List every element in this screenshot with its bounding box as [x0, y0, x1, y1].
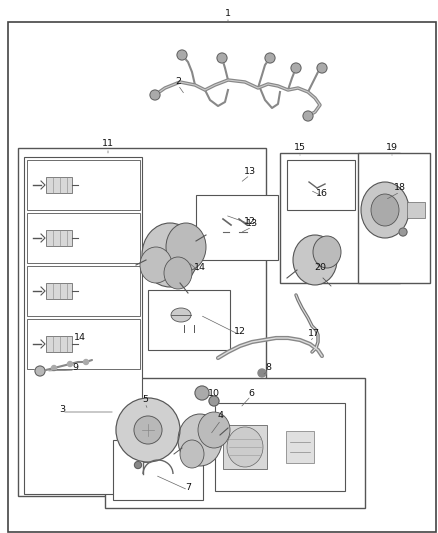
Ellipse shape [171, 308, 191, 322]
Circle shape [317, 63, 327, 73]
Circle shape [195, 386, 209, 400]
Circle shape [116, 398, 180, 462]
Text: 9: 9 [72, 362, 78, 372]
Text: 2: 2 [175, 77, 181, 86]
Text: 3: 3 [59, 406, 65, 415]
Circle shape [150, 90, 160, 100]
Bar [46, 230, 72, 246]
Text: 14: 14 [194, 263, 206, 272]
Circle shape [177, 50, 187, 60]
Text: 8: 8 [265, 364, 271, 373]
Ellipse shape [313, 236, 341, 268]
Text: 13: 13 [244, 167, 256, 176]
Circle shape [217, 53, 227, 63]
Bar [27, 213, 140, 263]
Circle shape [67, 361, 73, 367]
Text: 4: 4 [218, 411, 224, 421]
Circle shape [134, 416, 162, 444]
Text: 15: 15 [294, 143, 306, 152]
Bar [46, 177, 72, 193]
Bar [27, 266, 140, 316]
Ellipse shape [293, 235, 337, 285]
Text: 1: 1 [225, 10, 231, 19]
Ellipse shape [164, 257, 192, 289]
Ellipse shape [371, 194, 399, 226]
Bar [280, 153, 400, 283]
Text: 12: 12 [234, 327, 246, 336]
Text: 16: 16 [316, 189, 328, 198]
Bar [148, 290, 230, 350]
Circle shape [35, 366, 45, 376]
Bar [407, 202, 425, 218]
Bar [196, 195, 278, 260]
Bar [215, 403, 345, 491]
Text: 5: 5 [142, 395, 148, 405]
Circle shape [52, 366, 57, 370]
Bar [223, 425, 267, 469]
Ellipse shape [361, 182, 409, 238]
Bar [286, 431, 314, 463]
Circle shape [265, 53, 275, 63]
Circle shape [134, 462, 141, 469]
Ellipse shape [198, 412, 230, 448]
Bar [24, 157, 142, 494]
Text: 6: 6 [248, 389, 254, 398]
Text: 12: 12 [244, 216, 256, 225]
Bar [18, 148, 266, 496]
Text: 18: 18 [394, 183, 406, 192]
Circle shape [84, 359, 88, 365]
Bar [358, 153, 430, 283]
Text: 19: 19 [386, 143, 398, 152]
Bar [287, 160, 355, 210]
Circle shape [399, 228, 407, 236]
Text: 10: 10 [208, 390, 220, 399]
Ellipse shape [227, 427, 263, 467]
Ellipse shape [180, 440, 204, 468]
Ellipse shape [166, 223, 206, 271]
Ellipse shape [140, 247, 172, 283]
Text: 7: 7 [185, 483, 191, 492]
Bar [27, 319, 140, 369]
Circle shape [209, 396, 219, 406]
Text: 13: 13 [246, 220, 258, 229]
Text: 17: 17 [308, 328, 320, 337]
Ellipse shape [178, 414, 222, 466]
Text: 14: 14 [74, 334, 86, 343]
Text: 11: 11 [102, 139, 114, 148]
Bar [105, 378, 365, 508]
Circle shape [303, 111, 313, 121]
Text: 20: 20 [314, 262, 326, 271]
Circle shape [258, 369, 266, 377]
Bar [113, 440, 203, 500]
Ellipse shape [142, 223, 198, 287]
Bar [46, 283, 72, 299]
Bar [27, 160, 140, 210]
Circle shape [291, 63, 301, 73]
Bar [46, 336, 72, 352]
